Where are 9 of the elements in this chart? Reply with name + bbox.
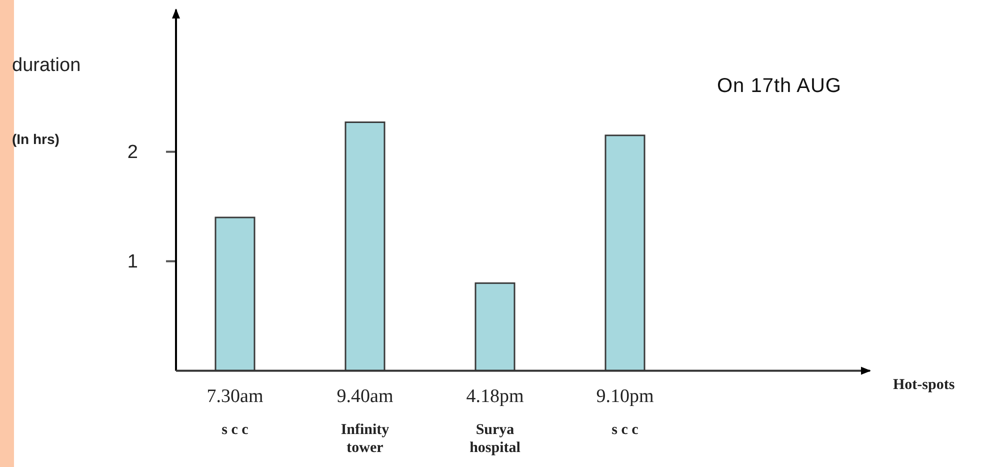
x-tick-label: 9.10pm s c c [596,386,654,438]
text: On 17th AUG [717,75,842,97]
x-tick-label: 7.30am s c c [206,386,264,438]
text: duration (In hrs) [12,55,81,147]
x-tick-label: 4.18pm Surya hospital [466,386,524,456]
x-tick-label: 9.40am Infinity tower [336,386,394,456]
y-tick-label: 1 [127,251,138,272]
text: Hot-spots [893,377,955,393]
y-tick-label: 2 [127,142,138,163]
